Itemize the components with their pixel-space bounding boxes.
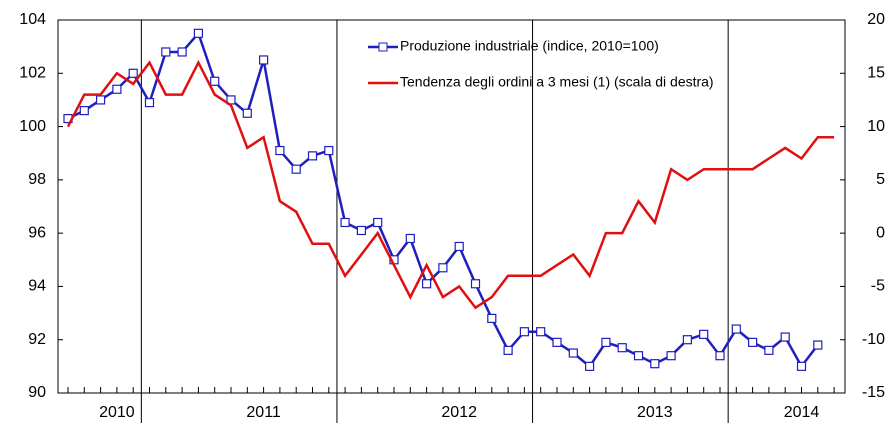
y-tick-label: 90 xyxy=(28,384,46,401)
point-marker xyxy=(79,105,89,116)
point-marker xyxy=(438,263,448,273)
y2-tick-label: 10 xyxy=(867,118,885,135)
point-marker xyxy=(112,84,122,94)
point-marker xyxy=(715,351,725,361)
point-marker xyxy=(633,351,644,361)
point-marker xyxy=(682,335,693,345)
x-tick-label: 2013 xyxy=(637,404,673,421)
point-marker xyxy=(470,279,481,289)
point-marker xyxy=(161,47,171,57)
x-tick-label: 2012 xyxy=(441,404,477,421)
legend-label: Tendenza degli ordini a 3 mesi (1) (scal… xyxy=(400,74,714,90)
point-marker xyxy=(210,76,220,86)
plot-frame xyxy=(57,19,846,394)
point-marker xyxy=(373,217,383,228)
point-marker xyxy=(242,108,252,118)
point-marker xyxy=(340,217,350,228)
y-tick-label: 96 xyxy=(28,224,46,241)
point-marker xyxy=(796,361,807,371)
x-tick-label: 2010 xyxy=(99,404,135,421)
point-marker xyxy=(324,145,334,156)
y2-tick-label: -10 xyxy=(862,331,885,348)
y2-tick-label: 5 xyxy=(876,171,885,188)
point-marker xyxy=(95,95,106,105)
y2-tick-label: 20 xyxy=(867,11,885,28)
y2-tick-label: 0 xyxy=(876,224,885,241)
point-marker xyxy=(731,324,741,334)
point-marker xyxy=(454,241,464,252)
point-marker xyxy=(259,55,269,65)
point-marker xyxy=(617,343,627,353)
y-tick-label: 94 xyxy=(28,278,46,295)
point-marker xyxy=(666,351,676,361)
point-marker xyxy=(275,145,285,156)
y2-tick-label: -15 xyxy=(862,384,885,401)
point-marker xyxy=(307,151,318,161)
x-tick-label: 2014 xyxy=(784,404,820,421)
x-tick-label: 2011 xyxy=(246,404,281,421)
point-marker xyxy=(813,340,823,350)
y2-tick-label: -5 xyxy=(871,278,885,295)
point-marker xyxy=(405,233,415,244)
point-marker xyxy=(519,327,530,337)
y-tick-label: 92 xyxy=(28,331,46,348)
point-marker xyxy=(356,225,366,236)
point-marker xyxy=(764,345,774,355)
point-marker xyxy=(536,327,546,337)
point-marker xyxy=(780,332,790,342)
point-marker xyxy=(193,28,203,38)
point-marker xyxy=(177,47,187,57)
point-marker xyxy=(747,337,758,347)
y-tick-label: 102 xyxy=(19,65,46,82)
point-marker xyxy=(487,313,497,323)
point-marker xyxy=(291,164,301,174)
y-tick-label: 98 xyxy=(28,171,46,188)
point-marker xyxy=(128,68,138,78)
point-marker xyxy=(552,337,562,347)
y-tick-label: 100 xyxy=(19,118,46,135)
point-marker xyxy=(601,337,611,347)
point-marker xyxy=(422,279,432,289)
legend-label: Produzione industriale (indice, 2010=100… xyxy=(400,38,659,54)
point-marker xyxy=(568,348,578,358)
point-marker xyxy=(144,97,155,108)
point-marker xyxy=(699,329,709,339)
point-marker xyxy=(584,361,595,371)
series-line xyxy=(66,59,835,310)
legend-marker xyxy=(378,42,388,52)
point-marker xyxy=(650,359,660,369)
y-tick-label: 104 xyxy=(19,11,46,28)
y2-tick-label: 15 xyxy=(867,65,885,82)
point-marker xyxy=(503,345,513,355)
